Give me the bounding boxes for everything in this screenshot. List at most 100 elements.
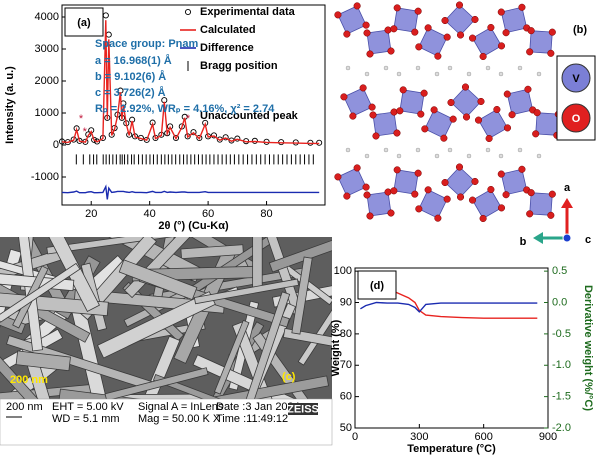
oxygen-atom — [372, 132, 380, 140]
oxygen-atom — [502, 191, 510, 199]
oxygen-atom — [455, 1, 464, 9]
logo-box — [288, 403, 318, 415]
oxygen-atom — [411, 28, 419, 36]
oxygen-atom — [532, 130, 540, 138]
nanorod — [13, 237, 100, 312]
oxygen-atom — [524, 85, 532, 93]
annotation: b = 9.102(6) Å — [95, 70, 166, 83]
oxygen-atom — [387, 47, 395, 55]
polyhedron — [337, 167, 367, 197]
data-point — [196, 134, 203, 142]
annotation: a = 16.968(1) Å — [95, 54, 172, 67]
nanorod — [107, 393, 205, 399]
oxygen-atom — [421, 125, 429, 133]
oxygen-atom — [468, 196, 477, 204]
oxygen-atom — [447, 98, 455, 107]
oxygen-atom — [417, 110, 425, 118]
legend-swatch: * — [186, 113, 191, 125]
info-text: Signal A = InLens — [138, 401, 224, 413]
panel-label: (b) — [573, 24, 587, 36]
oxygen-atom — [430, 106, 438, 114]
oxygen-atom — [393, 4, 401, 12]
y2-tick-label: -1.0 — [552, 359, 571, 371]
hydrogen-bond — [485, 147, 491, 153]
oxygen-atom — [462, 113, 471, 121]
hydrogen-bond — [345, 65, 351, 71]
oxygen-atom — [456, 31, 465, 39]
oxygen-atom — [497, 8, 505, 16]
hydrogen-bond — [466, 153, 472, 159]
legend-v — [561, 63, 591, 93]
oxygen-atom — [526, 210, 534, 218]
nanorod — [0, 290, 109, 317]
y-tick-label: 90 — [340, 296, 352, 308]
oxygen-atom — [477, 97, 485, 106]
hydrogen-bond — [498, 71, 504, 77]
polyhedron — [393, 7, 419, 33]
logo: ZEISS — [287, 403, 319, 415]
polyhedron — [444, 166, 476, 198]
legend-label: V — [572, 73, 580, 85]
polyhedron — [477, 108, 509, 140]
data-point — [105, 31, 112, 38]
nanorod — [180, 244, 244, 260]
oxygen-atom — [434, 52, 442, 60]
data-point: * — [83, 126, 88, 138]
polyhedron — [372, 111, 398, 137]
panel-label: (d) — [370, 280, 384, 292]
oxygen-atom — [366, 50, 374, 58]
nanorod — [297, 283, 332, 366]
hydrogen-bond — [364, 153, 370, 159]
y2-axis-label: Derivative weight (%/°C) — [582, 285, 594, 411]
annotation: Rₚ = 2.92%, WRₚ = 4.16%, χ² = 2.74 — [95, 103, 275, 115]
data-point — [251, 137, 258, 144]
oxygen-atom — [362, 183, 370, 191]
oxygen-atom — [487, 185, 495, 194]
legend-label: O — [572, 113, 581, 125]
polyhedron — [366, 191, 392, 217]
arrow-head — [561, 198, 573, 208]
panel-label: (a) — [77, 17, 91, 29]
oxygen-atom — [503, 124, 512, 132]
oxygen-atom — [434, 214, 442, 222]
oxygen-atom — [399, 86, 407, 94]
y-tick-label: 50 — [340, 422, 352, 434]
legend-text: Unaccounted peak — [200, 110, 299, 122]
legend-text: Experimental data — [200, 6, 296, 18]
x-tick-label: 40 — [144, 208, 156, 220]
oxygen-atom — [493, 105, 501, 114]
data-point — [190, 129, 197, 136]
data-point — [222, 134, 229, 141]
y-tick-label: -1000 — [31, 171, 59, 183]
legend-o — [561, 103, 591, 133]
oxygen-atom — [502, 29, 510, 37]
oxygen-atom — [349, 112, 357, 120]
nanorod — [118, 259, 198, 301]
oxygen-atom — [479, 52, 487, 61]
oxygen-atom — [343, 30, 351, 38]
oxygen-atom — [334, 173, 342, 181]
x-tick-label: 60 — [202, 208, 214, 220]
series-line — [61, 184, 320, 200]
nanorod — [104, 367, 209, 399]
legend-text: Calculated — [200, 24, 256, 36]
y-tick-label: 4000 — [35, 11, 59, 23]
info-text: Date :3 Jan 2024 — [216, 401, 300, 413]
polyhedron — [393, 169, 419, 195]
data-point: * — [79, 113, 84, 125]
hydrogen-bond — [415, 65, 421, 71]
oxygen-atom — [390, 108, 398, 116]
data-point — [91, 136, 98, 143]
oxygen-atom — [548, 28, 556, 36]
series-line — [61, 20, 320, 145]
x-tick-label: 20 — [85, 208, 97, 220]
oxygen-atom — [468, 34, 477, 42]
polyhedron — [500, 6, 528, 34]
oxygen-atom — [424, 186, 432, 194]
x-tick-label: 0 — [352, 431, 358, 443]
arrow-head — [533, 232, 543, 244]
polyhedron — [424, 109, 454, 139]
legend-text: Difference — [200, 42, 254, 54]
sem-image — [0, 237, 332, 399]
